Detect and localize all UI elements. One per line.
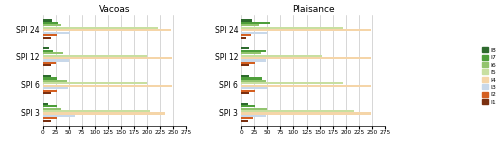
Bar: [241, 57, 371, 59]
Bar: [42, 57, 172, 59]
Bar: [42, 24, 61, 26]
Title: Vacoas: Vacoas: [98, 5, 130, 14]
Bar: [42, 22, 58, 24]
Bar: [42, 59, 68, 62]
Bar: [42, 55, 147, 57]
Bar: [241, 103, 248, 105]
Bar: [241, 62, 255, 64]
Bar: [241, 75, 249, 77]
Bar: [42, 103, 48, 105]
Bar: [42, 34, 56, 36]
Bar: [241, 27, 343, 29]
Bar: [42, 75, 51, 77]
Bar: [42, 64, 51, 66]
Bar: [42, 29, 170, 31]
Bar: [241, 90, 255, 92]
Bar: [241, 19, 252, 22]
Bar: [241, 87, 268, 89]
Bar: [42, 52, 64, 54]
Bar: [42, 115, 76, 117]
Bar: [42, 85, 172, 87]
Bar: [241, 32, 268, 34]
Bar: [42, 112, 166, 115]
Bar: [241, 110, 354, 112]
Bar: [42, 108, 61, 110]
Title: Plaisance: Plaisance: [292, 5, 335, 14]
Bar: [241, 120, 248, 122]
Bar: [241, 29, 371, 31]
Bar: [42, 50, 53, 52]
Bar: [241, 55, 322, 57]
Bar: [241, 77, 262, 79]
Bar: [241, 92, 249, 94]
Bar: [241, 52, 261, 54]
Bar: [42, 117, 56, 119]
Bar: [42, 77, 56, 79]
Bar: [241, 115, 266, 117]
Bar: [42, 90, 56, 92]
Bar: [241, 24, 260, 26]
Bar: [241, 80, 266, 82]
Bar: [42, 120, 51, 122]
Bar: [241, 22, 270, 24]
Bar: [241, 36, 246, 39]
Bar: [241, 105, 255, 107]
Bar: [241, 59, 266, 62]
Bar: [42, 80, 67, 82]
Bar: [241, 34, 250, 36]
Bar: [42, 62, 56, 64]
Bar: [241, 47, 249, 49]
Bar: [241, 108, 268, 110]
Bar: [241, 112, 371, 115]
Bar: [42, 47, 50, 49]
Bar: [42, 19, 52, 22]
Bar: [241, 50, 266, 52]
Bar: [42, 110, 150, 112]
Bar: [42, 105, 56, 107]
Bar: [42, 36, 51, 39]
Bar: [241, 64, 249, 66]
Bar: [241, 117, 253, 119]
Bar: [241, 85, 371, 87]
Bar: [42, 27, 158, 29]
Bar: [241, 82, 343, 84]
Bar: [42, 32, 70, 34]
Bar: [42, 82, 147, 84]
Bar: [42, 87, 68, 89]
Legend: I8, I7, I6, I5, I4, I3, I2, I1: I8, I7, I6, I5, I4, I3, I2, I1: [482, 47, 497, 105]
Bar: [42, 92, 51, 94]
